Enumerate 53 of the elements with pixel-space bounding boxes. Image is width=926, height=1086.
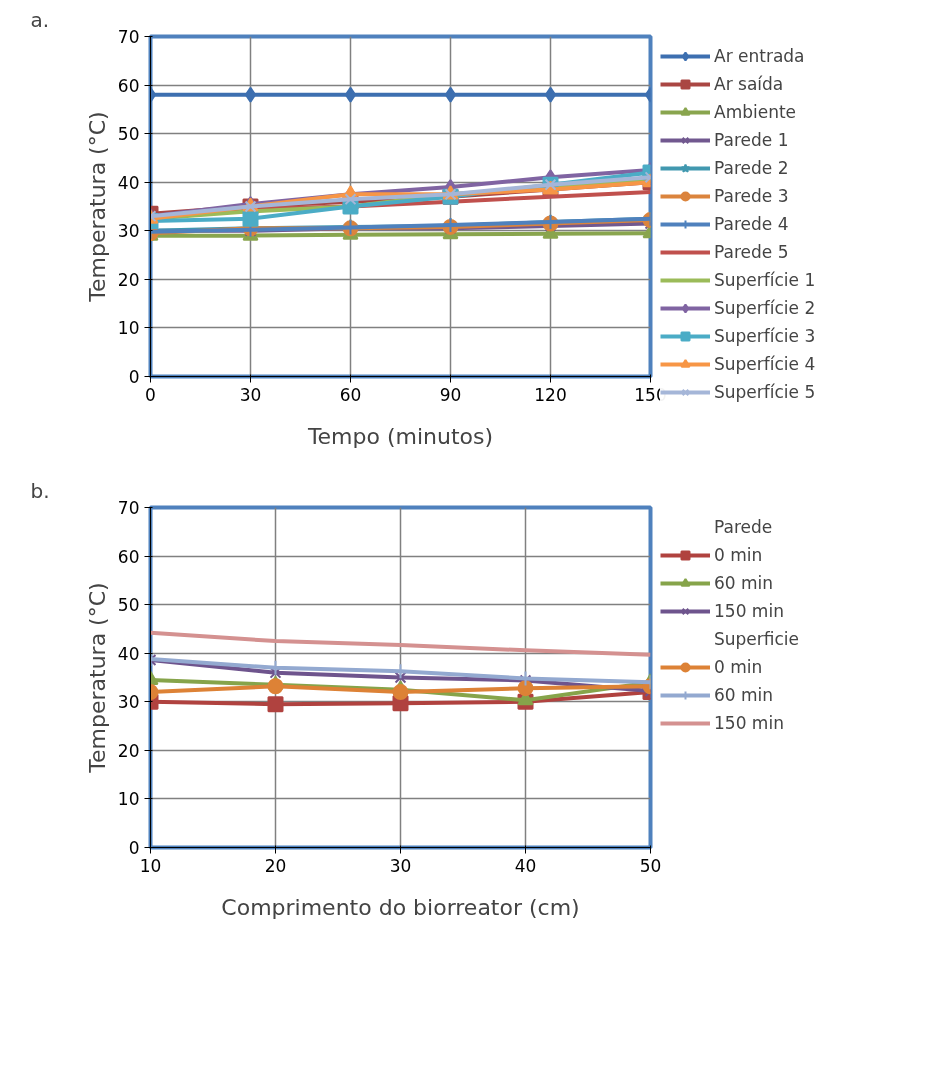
y-axis-title: Temperatura (°C): [84, 582, 110, 774]
x-tick-label: 50: [639, 855, 662, 876]
y-axis-title: Temperatura (°C): [84, 111, 110, 303]
y-tick-label: 0: [128, 838, 140, 858]
legend-label: Parede 4: [714, 214, 789, 234]
y-tick-label: 20: [117, 740, 140, 761]
x-tick-label: 0: [145, 384, 156, 405]
legend-label: Parede 5: [714, 242, 789, 262]
y-tick-label: 10: [117, 789, 140, 810]
x-tick-label: 120: [534, 384, 567, 405]
x-tick-label: 150: [634, 384, 667, 405]
y-tick-label: 30: [117, 692, 140, 713]
legend-label: Ar saída: [714, 74, 784, 94]
y-tick-label: 40: [117, 172, 140, 193]
legend-label: Parede 3: [714, 186, 789, 206]
legend-label: Superfície 2: [714, 298, 816, 318]
x-tick-label: 40: [514, 855, 537, 876]
legend-label: Superfície 1: [714, 270, 816, 290]
x-axis-title: Tempo (minutos): [306, 423, 494, 449]
y-tick-label: 10: [117, 318, 140, 339]
legend-label: Ambiente: [714, 102, 797, 122]
x-tick-label: 30: [389, 855, 412, 876]
legend-label: Parede 2: [714, 158, 789, 178]
y-tick-label: 60: [117, 75, 140, 96]
text: Superficie: [714, 629, 800, 649]
y-tick-label: 20: [117, 269, 140, 290]
y-tick-label: 30: [117, 221, 140, 242]
text: Parede: [714, 517, 773, 537]
y-tick-label: 40: [117, 643, 140, 664]
legend-label: 150 min: [714, 713, 784, 733]
y-tick-label: 0: [128, 367, 140, 387]
legend-label: 60 min: [714, 685, 774, 705]
legend-label: Parede 1: [714, 130, 789, 150]
x-tick-label: 90: [439, 384, 462, 405]
legend-label: 150 min: [714, 601, 784, 621]
legend-label: Superfície 3: [714, 326, 816, 346]
x-tick-label: 60: [339, 384, 362, 405]
chart-title: a.: [30, 7, 50, 32]
y-tick-label: 50: [117, 595, 140, 616]
legend-label: Superfície 4: [714, 354, 816, 374]
y-tick-label: 70: [117, 498, 140, 518]
legend-label: 0 min: [714, 657, 763, 677]
x-tick-label: 20: [264, 855, 287, 876]
legend-label: 60 min: [714, 573, 774, 593]
y-tick-label: 70: [117, 27, 140, 47]
legend-label: Ar entrada: [714, 46, 805, 66]
legend-label: 0 min: [714, 545, 763, 565]
legend-label: Superfície 5: [714, 382, 816, 402]
x-tick-label: 30: [239, 384, 262, 405]
chart-title: b.: [30, 478, 50, 503]
x-axis-title: Comprimento do biorreator (cm): [221, 894, 580, 920]
y-tick-label: 50: [117, 124, 140, 145]
y-tick-label: 60: [117, 546, 140, 567]
